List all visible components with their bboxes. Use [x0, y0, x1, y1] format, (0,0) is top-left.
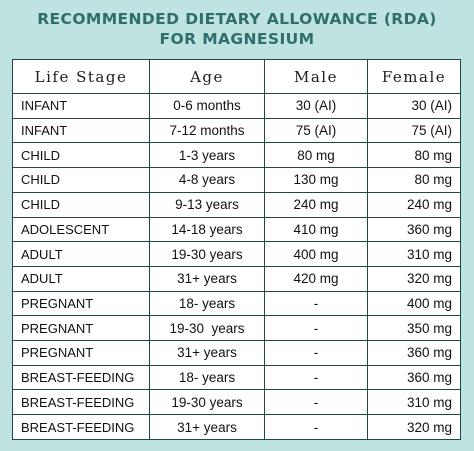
life-stage-cell: ADULT — [12, 265, 150, 292]
age-cell: 19-30 years — [149, 241, 265, 267]
female-value-cell: 360 mg — [367, 340, 461, 366]
header-male: Male — [264, 59, 368, 94]
male-value-cell: - — [264, 414, 368, 440]
age-cell: 0-6 months — [149, 93, 265, 119]
age-cell: 7-12 months — [149, 117, 265, 144]
female-value-cell: 320 mg — [367, 414, 461, 440]
male-value-cell: - — [264, 364, 368, 391]
table-row: BREAST-FEEDING 18- years - 360 mg — [12, 364, 461, 391]
life-stage-cell: CHILD — [12, 167, 150, 193]
table-row: BREAST-FEEDING 19-30 years - 310 mg — [12, 389, 461, 416]
age-cell: 19-30 years — [149, 315, 265, 342]
age-cell: 9-13 years — [149, 191, 265, 218]
life-stage-cell: ADULT — [12, 241, 150, 267]
table-row: ADULT 31+ years 420 mg 320 mg — [12, 265, 461, 292]
male-value-cell: 80 mg — [264, 142, 368, 169]
female-value-cell: 80 mg — [367, 142, 461, 169]
table-row: CHILD 1-3 years 80 mg 80 mg — [12, 142, 461, 169]
table-row: PREGNANT 31+ years - 360 mg — [12, 340, 461, 366]
life-stage-cell: BREAST-FEEDING — [12, 389, 150, 416]
table-row: PREGNANT 19-30 years - 350 mg — [12, 315, 461, 342]
age-cell: 31+ years — [149, 340, 265, 366]
life-stage-cell: PREGNANT — [12, 315, 150, 342]
life-stage-cell: CHILD — [12, 191, 150, 218]
age-cell: 18- years — [149, 290, 265, 317]
table-row: CHILD 9-13 years 240 mg 240 mg — [12, 191, 461, 218]
male-value-cell: 240 mg — [264, 191, 368, 218]
header-age: Age — [149, 59, 265, 94]
age-cell: 1-3 years — [149, 142, 265, 169]
male-value-cell: 400 mg — [264, 241, 368, 267]
table-row: INFANT 0-6 months 30 (AI) 30 (AI) — [12, 93, 461, 119]
table-body: INFANT 0-6 months 30 (AI) 30 (AI) INFANT… — [12, 93, 461, 440]
age-cell: 31+ years — [149, 265, 265, 292]
header-life-stage: Life Stage — [12, 59, 150, 94]
age-cell: 18- years — [149, 364, 265, 391]
page-subtitle: FOR MAGNESIUM — [159, 30, 315, 48]
life-stage-cell: BREAST-FEEDING — [12, 414, 150, 440]
female-value-cell: 320 mg — [367, 265, 461, 292]
female-value-cell: 310 mg — [367, 389, 461, 416]
female-value-cell: 75 (AI) — [367, 117, 461, 144]
female-value-cell: 350 mg — [367, 315, 461, 342]
table-row: BREAST-FEEDING 31+ years - 320 mg — [12, 414, 461, 440]
table-row: CHILD 4-8 years 130 mg 80 mg — [12, 167, 461, 193]
life-stage-cell: PREGNANT — [12, 290, 150, 317]
life-stage-cell: PREGNANT — [12, 340, 150, 366]
age-cell: 14-18 years — [149, 216, 265, 243]
life-stage-cell: INFANT — [12, 117, 150, 144]
male-value-cell: - — [264, 315, 368, 342]
male-value-cell: - — [264, 389, 368, 416]
life-stage-cell: ADOLESCENT — [12, 216, 150, 243]
age-cell: 31+ years — [149, 414, 265, 440]
male-value-cell: 410 mg — [264, 216, 368, 243]
male-value-cell: - — [264, 290, 368, 317]
female-value-cell: 80 mg — [367, 167, 461, 193]
header-row: Life Stage Age Male Female — [12, 59, 461, 94]
male-value-cell: 75 (AI) — [264, 117, 368, 144]
male-value-cell: 130 mg — [264, 167, 368, 193]
table-row: INFANT 7-12 months 75 (AI) 75 (AI) — [12, 117, 461, 144]
female-value-cell: 310 mg — [367, 241, 461, 267]
life-stage-cell: CHILD — [12, 142, 150, 169]
page-title: RECOMMENDED DIETARY ALLOWANCE (RDA) — [37, 10, 437, 28]
female-value-cell: 30 (AI) — [367, 93, 461, 119]
female-value-cell: 240 mg — [367, 191, 461, 218]
table-row: ADOLESCENT 14-18 years 410 mg 360 mg — [12, 216, 461, 243]
female-value-cell: 360 mg — [367, 364, 461, 391]
male-value-cell: 420 mg — [264, 265, 368, 292]
age-cell: 19-30 years — [149, 389, 265, 416]
rda-table: Life Stage Age Male Female INFANT 0-6 mo… — [12, 59, 461, 440]
table-row: PREGNANT 18- years - 400 mg — [12, 290, 461, 317]
age-cell: 4-8 years — [149, 167, 265, 193]
life-stage-cell: BREAST-FEEDING — [12, 364, 150, 391]
life-stage-cell: INFANT — [12, 93, 150, 119]
female-value-cell: 400 mg — [367, 290, 461, 317]
male-value-cell: - — [264, 340, 368, 366]
female-value-cell: 360 mg — [367, 216, 461, 243]
header-female: Female — [367, 59, 461, 94]
table-header: Life Stage Age Male Female — [12, 59, 461, 94]
table-row: ADULT 19-30 years 400 mg 310 mg — [12, 241, 461, 267]
male-value-cell: 30 (AI) — [264, 93, 368, 119]
